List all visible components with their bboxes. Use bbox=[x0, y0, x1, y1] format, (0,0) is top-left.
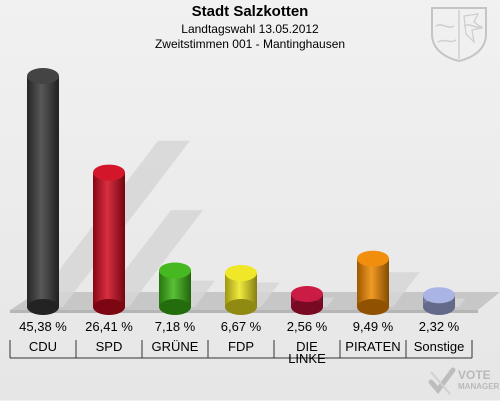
value-label: 2,32 % bbox=[419, 319, 460, 334]
bar-cdu bbox=[27, 68, 59, 315]
category-label: DIE bbox=[296, 339, 318, 354]
bar-top bbox=[159, 262, 191, 279]
value-label: 45,38 % bbox=[19, 319, 67, 334]
category-label: Sonstige bbox=[414, 339, 465, 354]
watermark-line1: VOTE bbox=[458, 368, 491, 382]
category-label: GRÜNE bbox=[152, 339, 199, 354]
category-label: PIRATEN bbox=[345, 339, 400, 354]
bar-top bbox=[357, 250, 389, 267]
value-label: 26,41 % bbox=[85, 319, 133, 334]
chart-title: Stadt Salzkotten bbox=[191, 3, 309, 20]
bar-spd bbox=[93, 164, 125, 315]
bar-top bbox=[27, 68, 59, 85]
bar-top bbox=[93, 164, 125, 181]
category-label: LINKE bbox=[288, 351, 326, 366]
bar-grüne bbox=[159, 262, 191, 315]
bar-piraten bbox=[357, 250, 389, 315]
bar-top bbox=[225, 265, 257, 282]
value-label: 2,56 % bbox=[287, 319, 328, 334]
value-label: 9,49 % bbox=[353, 319, 394, 334]
bar-top bbox=[291, 285, 323, 302]
chart-subtitle-district: Zweitstimmen 001 - Mantinghausen bbox=[154, 37, 346, 51]
checkmark-icon bbox=[428, 367, 456, 395]
coat-of-arms-icon bbox=[431, 7, 487, 62]
bar-die-linke bbox=[291, 285, 323, 315]
category-label: SPD bbox=[96, 339, 123, 354]
bar-sonstige bbox=[423, 287, 455, 315]
vote-manager-watermark: VOTE MANAGER bbox=[428, 366, 500, 398]
value-label: 6,67 % bbox=[221, 319, 262, 334]
bar-fdp bbox=[225, 265, 257, 315]
value-label: 7,18 % bbox=[155, 319, 196, 334]
chart-subtitle-election: Landtagswahl 13.05.2012 bbox=[181, 22, 319, 36]
category-label: FDP bbox=[228, 339, 254, 354]
bar-top bbox=[423, 287, 455, 304]
watermark-line2: MANAGER bbox=[458, 382, 500, 391]
category-label: CDU bbox=[29, 339, 57, 354]
